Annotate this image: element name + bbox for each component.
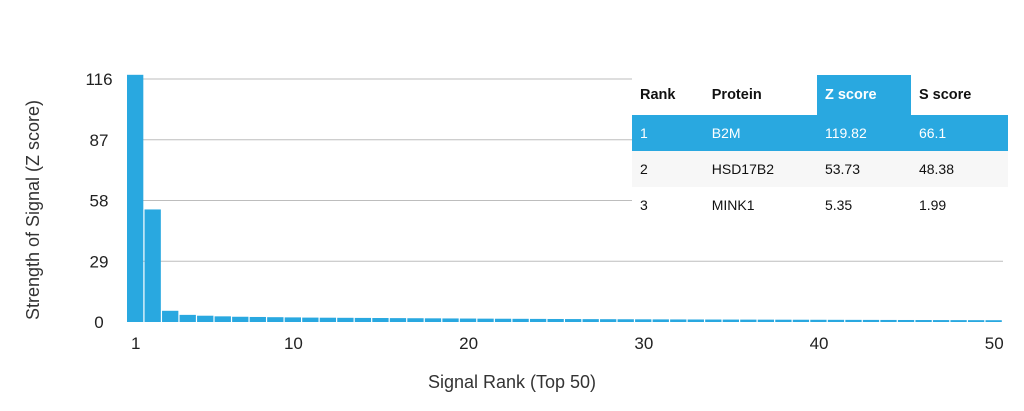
bar [827, 319, 845, 322]
bar [722, 319, 739, 322]
bar [232, 316, 249, 322]
bar [600, 319, 617, 322]
y-tick-labels: 0 29 58 87 116 [85, 70, 112, 332]
bar [810, 319, 827, 322]
cell-rank: 1 [632, 115, 704, 151]
bar [670, 319, 687, 322]
bar [337, 317, 354, 322]
bar [617, 319, 634, 322]
bar [915, 320, 932, 322]
cell-z-score: 5.35 [816, 187, 911, 223]
bar [284, 317, 301, 322]
bar [950, 320, 967, 322]
bar [547, 318, 564, 322]
bar [319, 317, 337, 322]
bar [389, 318, 407, 322]
bar [162, 310, 179, 322]
x-tick-label: 30 [634, 334, 653, 353]
bar [775, 319, 792, 322]
y-tick-label: 116 [85, 70, 112, 89]
x-tick-label: 10 [284, 334, 303, 353]
cell-rank: 3 [632, 187, 704, 223]
bar [267, 317, 284, 322]
bar [477, 318, 494, 322]
bar [862, 319, 880, 322]
cell-protein: HSD17B2 [703, 151, 817, 187]
x-tick-label: 50 [985, 334, 1004, 353]
bar [179, 314, 196, 322]
cell-z-score: 119.82 [816, 115, 911, 151]
header-protein: Protein [703, 75, 817, 115]
cell-z-score: 53.73 [816, 151, 911, 187]
bar [127, 74, 144, 322]
bar [967, 320, 985, 322]
cell-s-score: 48.38 [910, 151, 1008, 187]
header-rank: Rank [632, 75, 704, 115]
x-tick-label: 20 [459, 334, 478, 353]
score-table: Rank Protein Z score S score 1 B2M 119.8… [632, 75, 1008, 223]
bar [424, 318, 442, 322]
bar [214, 316, 231, 322]
bar [652, 319, 669, 322]
bar [880, 319, 897, 322]
bar [582, 319, 599, 322]
header-s-score: S score [910, 75, 1008, 115]
x-tick-label: 40 [810, 334, 829, 353]
y-tick-label: 29 [90, 252, 109, 271]
y-axis-title: Strength of Signal (Z score) [23, 100, 43, 320]
bar [407, 318, 424, 322]
bar [792, 319, 810, 322]
bar [372, 318, 389, 322]
table-row: 3 MINK1 5.35 1.99 [632, 187, 1008, 223]
cell-rank: 2 [632, 151, 704, 187]
bar [354, 317, 372, 322]
bar [985, 320, 1002, 322]
x-tick-labels: 1 10 20 30 40 50 [131, 334, 1004, 353]
bar [442, 318, 459, 322]
bar [897, 319, 915, 322]
bar [144, 209, 161, 322]
bar [565, 319, 582, 322]
bar [512, 318, 529, 322]
bar [932, 320, 950, 322]
y-tick-label: 58 [90, 192, 109, 211]
bar [740, 319, 757, 322]
bar [529, 318, 547, 322]
cell-s-score: 1.99 [910, 187, 1008, 223]
table-row: 1 B2M 119.82 66.1 [632, 115, 1008, 151]
bar [705, 319, 722, 322]
y-tick-label: 0 [94, 313, 103, 332]
bar [459, 318, 477, 322]
x-axis-title: Signal Rank (Top 50) [428, 372, 596, 392]
x-tick-label: 1 [131, 334, 140, 353]
bar [757, 319, 775, 322]
bar [197, 315, 214, 322]
bar [494, 318, 512, 322]
cell-s-score: 66.1 [910, 115, 1008, 151]
cell-protein: B2M [703, 115, 817, 151]
header-z-score: Z score [816, 75, 911, 115]
y-tick-label: 87 [90, 131, 109, 150]
bar [687, 319, 704, 322]
bars [127, 74, 1002, 322]
bar [302, 317, 319, 322]
bar [635, 319, 652, 322]
bar [845, 319, 862, 322]
cell-protein: MINK1 [703, 187, 817, 223]
bar [249, 316, 266, 322]
table-row: 2 HSD17B2 53.73 48.38 [632, 151, 1008, 187]
table-header-row: Rank Protein Z score S score [632, 75, 1008, 115]
